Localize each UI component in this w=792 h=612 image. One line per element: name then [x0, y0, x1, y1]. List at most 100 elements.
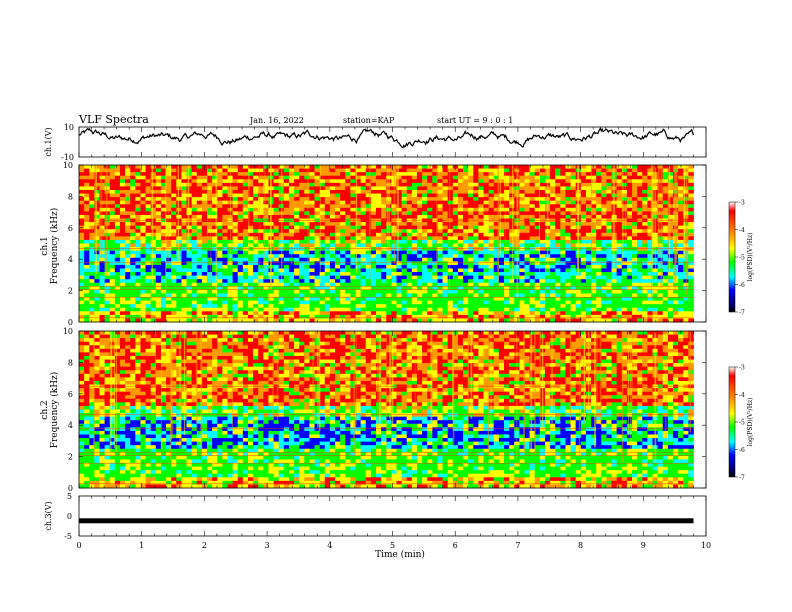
ch1-spectrogram-cell — [365, 236, 372, 241]
ch1-spectrogram-cell — [447, 168, 454, 173]
ch1-spectrogram-cell — [242, 314, 249, 319]
ch1-spectrogram-cell — [355, 200, 362, 205]
ch1-spectrogram-cell — [304, 286, 310, 291]
ch1-spectrogram-cell — [155, 232, 162, 237]
ch1-spectrogram-cell — [171, 207, 177, 212]
ch1-spectrogram-cell — [447, 307, 454, 312]
ch1-spectrogram-cell — [555, 186, 561, 191]
ch1-spectrogram-cell — [381, 239, 387, 244]
ch1-spectrogram-cell — [370, 239, 377, 244]
ch1-spectrogram-cell — [237, 243, 244, 248]
ch1-spectrogram-cell — [637, 172, 643, 177]
ch1-spectrogram-cell — [601, 165, 607, 169]
ch1-spectrogram-cell — [488, 232, 495, 237]
ch1-spectrogram-cell — [365, 314, 372, 319]
ch1-spectrogram-cell — [560, 236, 566, 241]
ch1-spectrogram-cell — [94, 172, 100, 177]
ch1-spectrogram-cell — [181, 272, 187, 277]
ch1-spectrogram-cell — [140, 257, 146, 262]
ch1-spectrogram-cell — [381, 229, 387, 234]
ch1-spectrogram-cell — [463, 250, 469, 255]
ch1-spectrogram-cell — [135, 250, 141, 255]
ch1-spectrogram-cell — [555, 222, 561, 227]
ch1-spectrogram-cell — [524, 243, 530, 248]
ch1-spectrogram-cell — [232, 222, 239, 227]
ch1-spectrogram-cell — [416, 279, 423, 284]
ch1-spectrogram-cell — [217, 211, 223, 216]
ch1-spectrogram-cell — [616, 200, 623, 205]
ch1-spectrogram-cell — [642, 297, 648, 301]
ch1-spectrogram-cell — [616, 275, 623, 280]
ch1-spectrogram-cell — [606, 207, 612, 212]
ch1-spectrogram-cell — [237, 254, 244, 259]
ch1-spectrogram-cell — [386, 189, 392, 194]
ch1-spectrogram-cell — [130, 307, 136, 312]
ch1-spectrogram-cell — [191, 193, 198, 198]
ch1-spectrogram-cell — [145, 193, 152, 198]
ch1-spectrogram-cell — [319, 193, 326, 198]
ch1-spectrogram-cell — [432, 300, 438, 305]
ch1-spectrogram-cell — [585, 247, 592, 252]
ch1-spectrogram-cell — [596, 272, 602, 277]
ch1-spectrogram-cell — [114, 214, 121, 219]
ch1-spectrogram-cell — [524, 282, 530, 287]
ch1-spectrogram-cell — [432, 293, 438, 298]
ch1-spectrogram-cell — [263, 293, 269, 298]
ch1-spectrogram-cell — [478, 297, 484, 301]
ch1-spectrogram-cell — [319, 275, 326, 280]
ch1-spectrogram-cell — [237, 204, 244, 209]
ch1-spectrogram-cell — [427, 279, 433, 284]
ch1-spectrogram-cell — [196, 165, 203, 169]
ch1-spectrogram-cell — [99, 297, 105, 301]
ch1-spectrogram-cell — [319, 204, 326, 209]
ch1-spectrogram-cell — [616, 193, 623, 198]
ch1-spectrogram-cell — [201, 211, 208, 216]
ch1-spectrogram-cell — [207, 243, 213, 248]
ch1-spectrogram-cell — [319, 250, 326, 255]
ch1-spectrogram-cell — [498, 264, 505, 269]
ch1-spectrogram-cell — [253, 254, 259, 259]
ch1-spectrogram-cell — [585, 282, 592, 287]
ch1-spectrogram-cell — [360, 261, 367, 266]
ch1-spectrogram-cell — [247, 193, 254, 198]
ch1-spectrogram-cell — [457, 243, 464, 248]
ch1-spectrogram-cell — [314, 186, 321, 191]
ch1-spectrogram-cell — [365, 247, 372, 252]
ch1-spectrogram-cell — [119, 204, 126, 209]
ch1-spectrogram-cell — [140, 229, 146, 234]
ch1-spectrogram-cell — [273, 214, 280, 219]
ch1-spectrogram-cell — [201, 250, 208, 255]
ch1-spectrogram-cell — [483, 286, 490, 291]
ch1-spectrogram-cell — [237, 239, 244, 244]
ch1-spectrogram-cell — [488, 168, 495, 173]
ch1-spectrogram-cell — [539, 247, 546, 252]
ch1-spectrogram-cell — [217, 207, 223, 212]
ch1-spectrogram-cell — [84, 214, 90, 219]
ch1-spectrogram-cell — [580, 304, 587, 309]
ch1-spectrogram-cell — [360, 275, 367, 280]
ch1-spectrogram-cell — [493, 207, 500, 212]
ch1-spectrogram-cell — [473, 247, 479, 252]
ch1-spectrogram-cell — [273, 168, 280, 173]
ch1-spectrogram-cell — [529, 165, 536, 169]
ch1-spectrogram-cell — [299, 318, 305, 323]
ch1-spectrogram-cell — [437, 297, 443, 301]
ch1-spectrogram-cell — [555, 289, 561, 294]
ch1-spectrogram-cell — [355, 179, 362, 184]
ch1-spectrogram-cell — [370, 275, 377, 280]
ch1-spectrogram-cell — [616, 272, 623, 277]
ch1-spectrogram-cell — [119, 286, 126, 291]
ch1-spectrogram-cell — [565, 239, 571, 244]
ch1-spectrogram-cell — [171, 204, 177, 209]
ch1-spectrogram-cell — [335, 165, 341, 169]
ch1-spectrogram-cell — [150, 264, 157, 269]
ch1-spectrogram-cell — [237, 200, 244, 205]
ch1-spectrogram-cell — [125, 211, 131, 216]
ch1-spectrogram-cell — [611, 286, 618, 291]
ch1-spectrogram-cell — [89, 211, 95, 216]
ch1-spectrogram-cell — [114, 179, 121, 184]
ch1-spectrogram-cell — [596, 186, 602, 191]
ch1-spectrogram-cell — [130, 311, 136, 316]
ch1-spectrogram-cell — [345, 279, 351, 284]
ch1-spectrogram-cell — [524, 236, 530, 241]
